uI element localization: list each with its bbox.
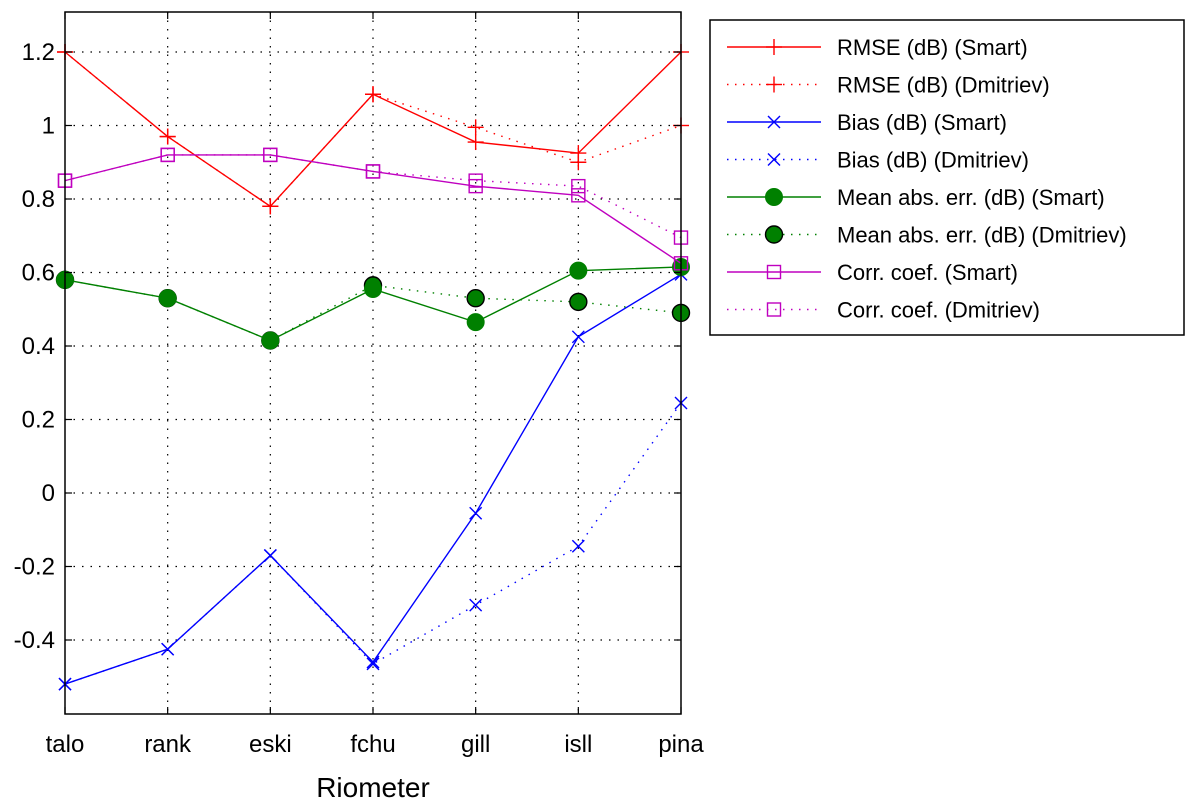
data-point [161,642,175,656]
legend-marker [764,225,784,244]
series-1 [57,44,689,215]
y-tick-label: -0.2 [14,554,55,581]
y-tick-label: 0.8 [22,186,55,213]
data-point [365,164,381,179]
y-tick-label: 0.4 [22,333,55,360]
y-tick-label: 1 [42,113,55,140]
legend-entry: Bias (dB) (Dmitriev) [727,148,1029,173]
legend-entry: RMSE (dB) (Smart) [727,35,1028,60]
legend-marker [766,302,782,317]
legend-entry: RMSE (dB) (Dmitriev) [727,73,1050,98]
data-point [365,86,381,103]
data-point [262,198,279,215]
x-tick-label: isll [564,731,592,758]
grid-lines [65,12,681,714]
y-tick-label: 0.2 [22,407,55,434]
data-point [469,598,483,612]
data-point [366,657,380,671]
legend-label: Bias (dB) (Dmitriev) [837,148,1029,173]
x-tick-label: rank [144,731,192,758]
legend-entry: Mean abs. err. (dB) (Dmitriev) [727,223,1127,248]
data-point [466,289,485,308]
data-point [159,128,176,145]
series-2 [58,267,688,691]
data-point [469,506,483,520]
series-4 [56,257,690,350]
legend-marker [766,39,782,55]
legend-label: Corr. coef. (Dmitriev) [837,298,1040,323]
x-tick-label: eski [249,731,292,758]
series-7 [57,147,689,245]
y-tick-label: -0.4 [14,627,55,654]
data-point [364,280,382,299]
y-tick-label: 0 [42,480,55,507]
legend: RMSE (dB) (Smart) RMSE (dB) (Dmitriev) Bia… [709,19,1185,336]
data-point [569,292,588,312]
y-tick-label: 1.2 [22,39,55,66]
legend-box [709,19,1185,336]
legend-label: Bias (dB) (Smart) [837,110,1007,135]
series-6 [57,147,689,271]
legend-marker [767,115,781,129]
legend-label: Corr. coef. (Smart) [837,260,1018,285]
legend-marker [766,76,782,93]
x-axis-title: Riometer [316,772,430,803]
legend-entry: Mean abs. err. (dB) (Smart) [727,185,1105,210]
data-point [571,178,586,194]
x-tick-label: talo [46,731,85,758]
x-tick-label: pina [658,731,704,758]
data-point [468,178,483,194]
legend-entry: Corr. coef. (Dmitriev) [727,298,1040,323]
axis-ticks [64,12,682,714]
legend-label: Mean abs. err. (dB) (Dmitriev) [837,223,1127,248]
plot-frame [64,11,682,715]
data-point [569,261,588,280]
legend-label: RMSE (dB) (Dmitriev) [837,73,1050,98]
y-tick-label: 0.6 [22,260,55,287]
data-point [570,145,587,162]
data-point [571,539,585,553]
legend-marker [765,188,783,206]
data-point [263,147,278,163]
x-tick-label: gill [461,731,490,758]
series-0 [57,44,689,215]
data-point [467,119,484,136]
legend-entry: Corr. coef. (Smart) [727,260,1018,285]
data-point [160,147,175,163]
data-point [261,331,280,350]
data-point [158,289,177,308]
series-3 [58,396,688,691]
x-tick-label: fchu [350,731,395,758]
x-tick-labels: talo rank eski fchu gill isll pina [46,731,705,758]
data-point [571,188,586,203]
series-line [64,154,682,264]
data-point [467,134,484,151]
legend-marker [767,153,781,166]
legend-marker [766,264,782,280]
data-point [571,330,585,344]
legend-label: RMSE (dB) (Smart) [837,35,1028,60]
data-point [466,313,485,332]
data-point [263,548,277,562]
series-layer [55,44,691,691]
y-tick-labels: -0.4 -0.2 0 0.2 0.4 0.6 0.8 1 1.2 [14,39,55,654]
legend-entry: Bias (dB) (Smart) [727,110,1007,135]
legend-label: Mean abs. err. (dB) (Smart) [837,185,1105,210]
data-point [366,655,380,669]
